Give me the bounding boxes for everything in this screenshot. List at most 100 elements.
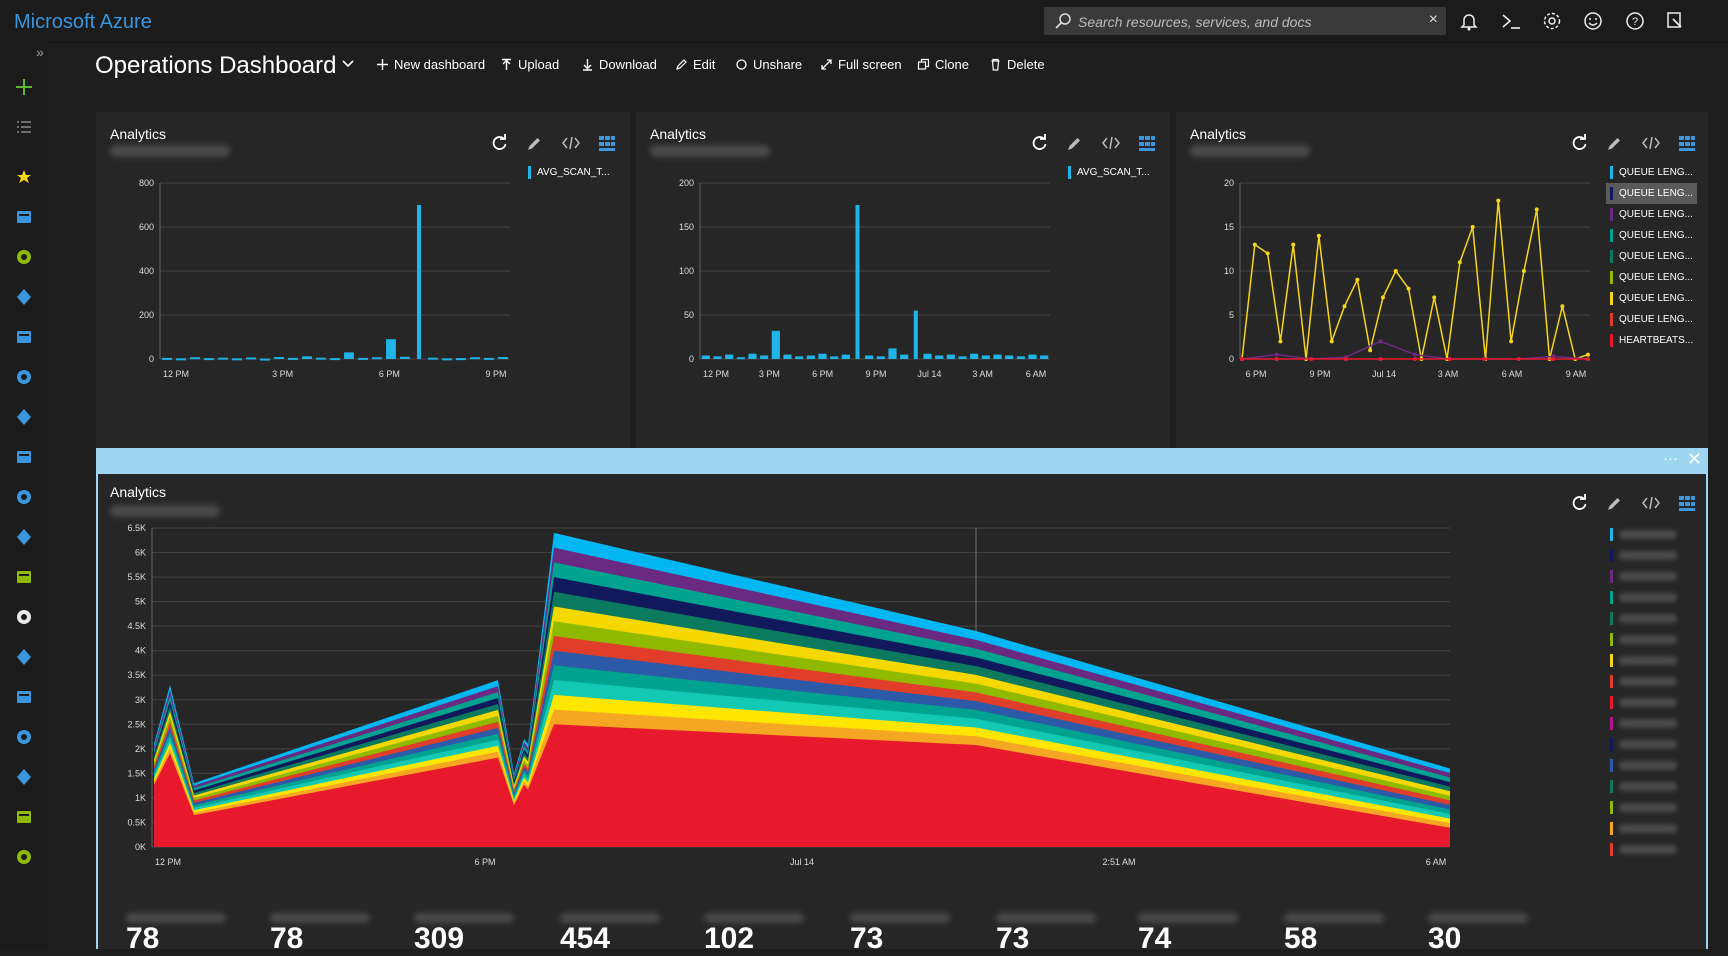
data-point[interactable] (1560, 304, 1565, 309)
bar[interactable] (417, 205, 421, 359)
bar[interactable] (725, 354, 734, 359)
data-point[interactable] (1432, 295, 1437, 300)
bar[interactable] (1016, 356, 1025, 359)
legend-item[interactable] (1610, 566, 1690, 587)
resource-groups-icon[interactable] (13, 286, 35, 308)
legend-item[interactable] (1610, 692, 1690, 713)
legend-item[interactable] (1610, 839, 1690, 860)
data-point[interactable] (1368, 348, 1373, 353)
analytics-tile-1[interactable]: Analytics AVG_SCAN_T... 0 200 400 600 800 12 … (96, 112, 630, 448)
bar[interactable] (288, 357, 298, 360)
bar[interactable] (876, 356, 885, 359)
storage-accounts-icon[interactable] (13, 566, 35, 588)
bar[interactable] (795, 356, 804, 359)
all-resources-icon[interactable] (13, 246, 35, 268)
delete-button[interactable]: Delete (989, 57, 1045, 72)
analytics-tile-4[interactable]: Analytics 0K 0.5K 1K 1.5K 2K 2.5K 3K 3.5K 4K 4.5K… (96, 474, 1708, 949)
legend-item[interactable] (1610, 671, 1690, 692)
legend-item[interactable]: QUEUE LENG... (1606, 246, 1697, 267)
data-point[interactable] (1586, 357, 1590, 361)
refresh-icon[interactable] (1028, 132, 1050, 154)
expand-rail-icon[interactable]: » (36, 44, 44, 60)
dashboard-title[interactable]: Operations Dashboard (95, 52, 337, 79)
data-point[interactable] (1586, 352, 1590, 357)
legend-item[interactable]: QUEUE LENG... (1606, 309, 1697, 330)
bar[interactable] (344, 352, 354, 359)
sql-databases-icon[interactable] (13, 366, 35, 388)
advisor-icon[interactable] (13, 726, 35, 748)
data-point[interactable] (1378, 339, 1383, 344)
legend-item[interactable]: AVG_SCAN_T... (1064, 162, 1154, 183)
bar[interactable] (760, 355, 769, 359)
legend-item[interactable]: QUEUE LENG... (1606, 288, 1697, 309)
bar[interactable] (204, 358, 214, 361)
grid-icon[interactable] (1676, 492, 1698, 514)
bar[interactable] (162, 357, 172, 360)
legend-item[interactable] (1610, 797, 1690, 818)
legend-item[interactable] (1610, 524, 1690, 545)
data-point[interactable] (1274, 357, 1279, 361)
data-point[interactable] (1342, 304, 1347, 309)
bar[interactable] (176, 358, 186, 361)
data-point[interactable] (1482, 357, 1487, 361)
data-point[interactable] (1240, 357, 1244, 361)
bar[interactable] (900, 354, 909, 359)
bar[interactable] (316, 357, 326, 360)
bar[interactable] (958, 356, 967, 359)
create-resource-icon[interactable] (13, 76, 35, 98)
bar[interactable] (386, 339, 396, 359)
data-point[interactable] (1413, 357, 1417, 361)
close-icon[interactable]: ✕ (1686, 449, 1702, 469)
data-point[interactable] (1274, 352, 1279, 357)
chart-1[interactable]: 0 200 400 600 800 12 PM 3 PM 6 PM 9 PM (96, 160, 516, 390)
new-dashboard-button[interactable]: New dashboard (376, 57, 485, 72)
data-point[interactable] (1509, 339, 1514, 344)
data-point[interactable] (1343, 357, 1348, 361)
data-point[interactable] (1447, 357, 1452, 361)
cosmos-db-icon[interactable] (13, 446, 35, 468)
chart-3[interactable]: 0 5 10 15 20 6 PM 9 PM Jul 14 3 AM 6 AM 9 AM (1176, 160, 1596, 390)
bar[interactable] (274, 357, 284, 360)
function-apps-icon[interactable] (13, 406, 35, 428)
bar[interactable] (865, 355, 874, 359)
bar[interactable] (246, 357, 256, 360)
refresh-icon[interactable] (488, 132, 510, 154)
stack-area-base[interactable] (154, 739, 1450, 847)
code-icon[interactable] (1640, 132, 1662, 154)
legend-item[interactable] (1610, 587, 1690, 608)
bar[interactable] (713, 356, 722, 359)
bar[interactable] (888, 348, 897, 359)
pencil-icon[interactable] (1064, 132, 1086, 154)
data-point[interactable] (1329, 339, 1334, 344)
bar[interactable] (970, 353, 979, 359)
bar[interactable] (218, 357, 228, 360)
refresh-icon[interactable] (1568, 492, 1590, 514)
data-point[interactable] (1380, 295, 1385, 300)
data-point[interactable] (1406, 286, 1411, 291)
bar[interactable] (428, 357, 438, 360)
bar[interactable] (701, 355, 710, 359)
data-point[interactable] (1291, 242, 1296, 247)
bar[interactable] (372, 357, 382, 360)
chevron-down-icon[interactable] (340, 56, 356, 72)
gear-icon[interactable] (1535, 7, 1569, 35)
smiley-icon[interactable] (1576, 7, 1610, 35)
legend-item[interactable] (1610, 545, 1690, 566)
bar[interactable] (818, 353, 827, 359)
unshare-button[interactable]: Unshare (735, 57, 802, 72)
data-point[interactable] (1496, 198, 1501, 203)
grid-icon[interactable] (1676, 132, 1698, 154)
data-point[interactable] (1393, 269, 1398, 273)
search-input[interactable] (1076, 7, 1410, 37)
legend-item[interactable]: QUEUE LENG... (1606, 204, 1697, 225)
app-services-icon[interactable] (13, 326, 35, 348)
clone-button[interactable]: Clone (917, 57, 969, 72)
edit-button[interactable]: Edit (675, 57, 715, 72)
virtual-networks-icon[interactable] (13, 606, 35, 628)
bar[interactable] (1005, 355, 1014, 359)
bar[interactable] (946, 354, 955, 359)
bar[interactable] (1028, 354, 1037, 359)
chart-4[interactable]: 0K 0.5K 1K 1.5K 2K 2.5K 3K 3.5K 4K 4.5K 5K 5.5K 6K 6.… (98, 518, 1598, 888)
data-point[interactable] (1470, 225, 1475, 229)
data-point[interactable] (1413, 352, 1417, 357)
